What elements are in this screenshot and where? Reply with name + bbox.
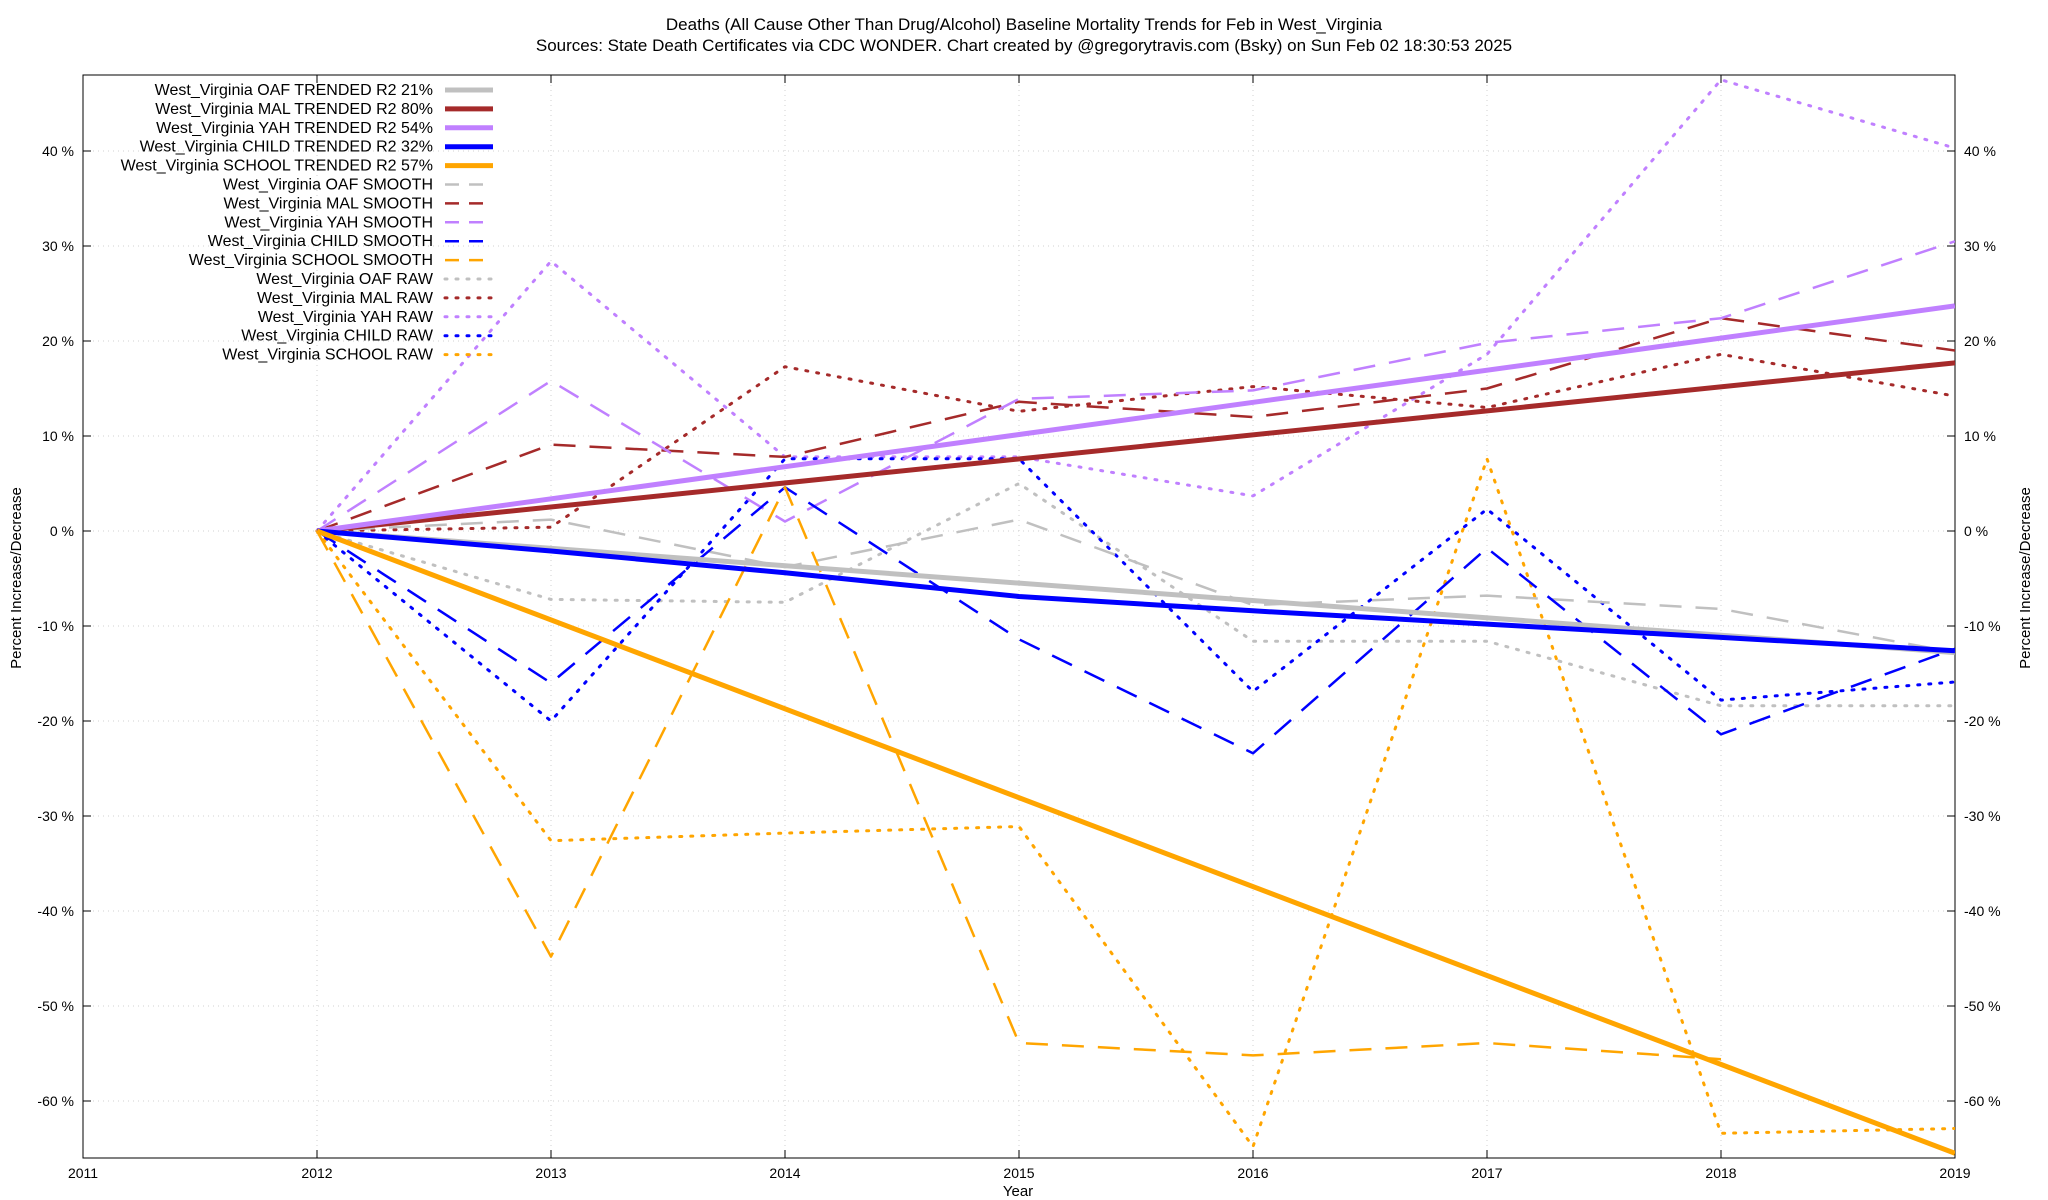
series-line-child-trended bbox=[316, 528, 1955, 654]
legend-label-child-raw: West_Virginia CHILD RAW bbox=[241, 328, 434, 345]
series-line-oaf-trended bbox=[316, 528, 1955, 656]
y-tick-label-right: -40 % bbox=[1964, 903, 2001, 919]
legend: West_Virginia OAF TRENDED R2 21% West_Vir… bbox=[121, 82, 495, 364]
x-tick-label: 2012 bbox=[301, 1165, 332, 1181]
y-tick-label-right: -20 % bbox=[1964, 713, 2001, 729]
legend-label-oaf-smooth: West_Virginia OAF SMOOTH bbox=[223, 177, 433, 194]
y-tick-label-left: 20 % bbox=[42, 333, 74, 349]
y-tick-label-right: -60 % bbox=[1964, 1093, 2001, 1109]
x-tick-label: 2013 bbox=[535, 1165, 566, 1181]
y-tick-label-right: 20 % bbox=[1964, 333, 1996, 349]
series-line-oaf-smooth bbox=[316, 518, 1955, 654]
y-tick-label-right: 30 % bbox=[1964, 238, 1996, 254]
legend-label-oaf-raw: West_Virginia OAF RAW bbox=[256, 271, 434, 288]
y-tick-label-left: -10 % bbox=[37, 618, 74, 634]
x-tick-label: 2018 bbox=[1705, 1165, 1736, 1181]
legend-label-oaf-trended: West_Virginia OAF TRENDED R2 21% bbox=[155, 82, 433, 99]
legend-label-yah-smooth: West_Virginia YAH SMOOTH bbox=[224, 214, 433, 231]
y-tick-label-right: -10 % bbox=[1964, 618, 2001, 634]
y-tick-label-left: 40 % bbox=[42, 143, 74, 159]
y-tick-label-right: -50 % bbox=[1964, 998, 2001, 1014]
legend-label-school-raw: West_Virginia SCHOOL RAW bbox=[222, 347, 434, 364]
legend-label-mal-raw: West_Virginia MAL RAW bbox=[257, 290, 434, 307]
x-tick-label: 2016 bbox=[1237, 1165, 1268, 1181]
series-line-mal-smooth bbox=[316, 316, 1955, 533]
x-axis-label: Year bbox=[1003, 1183, 1033, 1200]
y-tick-label-left: 0 % bbox=[50, 523, 74, 539]
y-tick-label-left: -60 % bbox=[37, 1093, 74, 1109]
series-line-child-smooth bbox=[316, 486, 1955, 755]
legend-label-yah-trended: West_Virginia YAH TRENDED R2 54% bbox=[156, 120, 433, 137]
chart-title: Deaths (All Cause Other Than Drug/Alcoho… bbox=[666, 15, 1383, 34]
y-axis-label-left: Percent Increase/Decrease bbox=[8, 487, 25, 669]
y-tick-label-right: -30 % bbox=[1964, 808, 2001, 824]
y-tick-label-left: 30 % bbox=[42, 238, 74, 254]
y-tick-label-right: 40 % bbox=[1964, 143, 1996, 159]
y-tick-label-left: -50 % bbox=[37, 998, 74, 1014]
legend-label-school-trended: West_Virginia SCHOOL TRENDED R2 57% bbox=[121, 158, 433, 175]
y-tick-label-right: 0 % bbox=[1964, 523, 1988, 539]
y-tick-label-right: 10 % bbox=[1964, 428, 1996, 444]
series-lines bbox=[315, 78, 1955, 1156]
y-tick-label-left: 10 % bbox=[42, 428, 74, 444]
legend-label-child-smooth: West_Virginia CHILD SMOOTH bbox=[208, 233, 433, 250]
axes: -60 % -60 % -50 % -50 % -40 % -40 % -30 % -30 %… bbox=[37, 74, 2001, 1181]
y-tick-label-left: -20 % bbox=[37, 713, 74, 729]
y-axis-label-right: Percent Increase/Decrease bbox=[2017, 487, 2034, 669]
y-tick-label-left: -40 % bbox=[37, 903, 74, 919]
y-tick-label-left: -30 % bbox=[37, 808, 74, 824]
series-line-mal-trended bbox=[316, 360, 1955, 534]
x-tick-label: 2014 bbox=[769, 1165, 800, 1181]
legend-label-yah-raw: West_Virginia YAH RAW bbox=[258, 309, 434, 326]
series-line-school-smooth bbox=[315, 486, 1722, 1061]
series-line-yah-trended bbox=[316, 303, 1955, 534]
series-line-yah-smooth bbox=[316, 240, 1955, 533]
legend-label-school-smooth: West_Virginia SCHOOL SMOOTH bbox=[189, 252, 433, 269]
x-tick-label: 2017 bbox=[1471, 1165, 1502, 1181]
series-line-school-trended bbox=[316, 528, 1955, 1156]
x-tick-label: 2011 bbox=[68, 1165, 98, 1181]
x-tick-label: 2019 bbox=[1939, 1165, 1970, 1181]
chart-subtitle: Sources: State Death Certificates via CD… bbox=[536, 36, 1512, 55]
legend-label-mal-smooth: West_Virginia MAL SMOOTH bbox=[223, 195, 433, 212]
series-line-school-raw bbox=[315, 457, 1955, 1149]
x-tick-label: 2015 bbox=[1003, 1165, 1034, 1181]
legend-label-child-trended: West_Virginia CHILD TRENDED R2 32% bbox=[140, 139, 433, 156]
legend-label-mal-trended: West_Virginia MAL TRENDED R2 80% bbox=[155, 101, 433, 118]
series-line-yah-raw bbox=[315, 78, 1955, 533]
